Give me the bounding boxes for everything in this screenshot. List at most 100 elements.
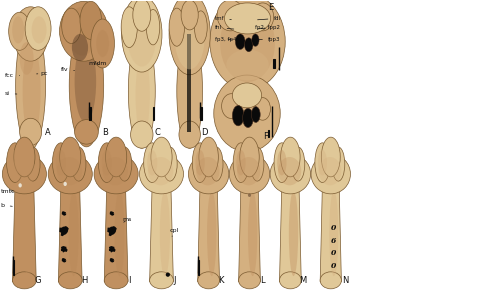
Text: fpp3: fpp3 [258,37,280,42]
Bar [12,260,14,275]
Ellipse shape [98,143,116,182]
Text: F: F [263,132,268,141]
Ellipse shape [320,272,342,289]
Ellipse shape [214,75,280,152]
Ellipse shape [248,194,251,197]
Polygon shape [62,211,66,216]
Ellipse shape [210,147,223,181]
Ellipse shape [128,34,156,148]
Ellipse shape [318,150,327,175]
Ellipse shape [91,19,114,68]
Ellipse shape [232,83,262,108]
Ellipse shape [96,30,109,57]
Ellipse shape [12,272,36,289]
Text: tmf: tmf [214,16,232,21]
Polygon shape [104,182,128,282]
Ellipse shape [233,143,248,182]
Text: si: si [4,91,17,96]
Ellipse shape [56,150,66,175]
Ellipse shape [102,157,128,185]
Ellipse shape [160,191,170,276]
Ellipse shape [198,272,220,289]
Ellipse shape [102,150,112,175]
Ellipse shape [236,150,246,175]
Ellipse shape [311,154,350,194]
Ellipse shape [274,143,289,182]
Polygon shape [110,258,114,262]
Ellipse shape [196,150,204,175]
Ellipse shape [20,42,34,75]
Ellipse shape [130,121,153,148]
Text: 0: 0 [331,224,336,232]
Ellipse shape [62,8,81,43]
Polygon shape [62,258,66,262]
Ellipse shape [20,118,42,146]
Ellipse shape [232,106,244,126]
Ellipse shape [18,183,22,187]
Polygon shape [59,226,69,236]
Ellipse shape [318,157,342,185]
Text: tmtc: tmtc [0,189,16,194]
Text: N: N [342,276,348,285]
Ellipse shape [226,49,269,80]
Ellipse shape [166,273,170,277]
Ellipse shape [210,0,285,90]
Ellipse shape [144,143,160,182]
Text: fp3, fp4: fp3, fp4 [214,37,236,42]
Ellipse shape [133,0,151,31]
Text: ms: ms [123,217,132,222]
Text: C: C [154,128,160,137]
Ellipse shape [60,1,108,61]
Ellipse shape [255,97,270,120]
Ellipse shape [322,137,340,177]
Bar [198,260,200,275]
Ellipse shape [248,191,258,276]
Ellipse shape [2,154,46,194]
Ellipse shape [277,150,286,175]
Ellipse shape [188,154,229,194]
Ellipse shape [150,272,174,289]
Ellipse shape [16,22,46,150]
Ellipse shape [8,12,30,50]
Ellipse shape [12,16,24,43]
Ellipse shape [280,137,300,177]
Ellipse shape [244,38,253,52]
Ellipse shape [58,272,82,289]
Ellipse shape [252,34,259,46]
Ellipse shape [292,147,305,181]
Bar [268,130,270,137]
Polygon shape [110,211,114,216]
Text: L: L [260,276,264,285]
Ellipse shape [280,272,301,289]
Polygon shape [109,246,116,253]
Ellipse shape [6,143,24,182]
Ellipse shape [181,0,198,30]
Ellipse shape [72,34,88,61]
Polygon shape [198,182,220,282]
Text: H: H [80,276,87,285]
Ellipse shape [199,137,218,177]
Ellipse shape [80,1,102,39]
Ellipse shape [148,157,174,185]
Polygon shape [150,182,174,282]
Ellipse shape [315,143,330,182]
Text: fcc: fcc [4,73,20,78]
Text: pc: pc [36,71,48,76]
Ellipse shape [74,120,98,144]
Ellipse shape [169,0,210,75]
Ellipse shape [237,157,260,185]
Ellipse shape [72,147,86,181]
Ellipse shape [146,10,160,45]
Ellipse shape [242,108,254,127]
Text: D: D [202,128,208,137]
Text: 0: 0 [331,262,336,270]
Ellipse shape [136,54,150,136]
Polygon shape [280,182,301,282]
Text: flv: flv [60,67,74,72]
Ellipse shape [106,137,126,177]
Text: I: I [128,276,131,285]
Polygon shape [107,226,117,236]
Ellipse shape [147,150,158,175]
Ellipse shape [67,7,97,56]
Ellipse shape [270,154,310,194]
